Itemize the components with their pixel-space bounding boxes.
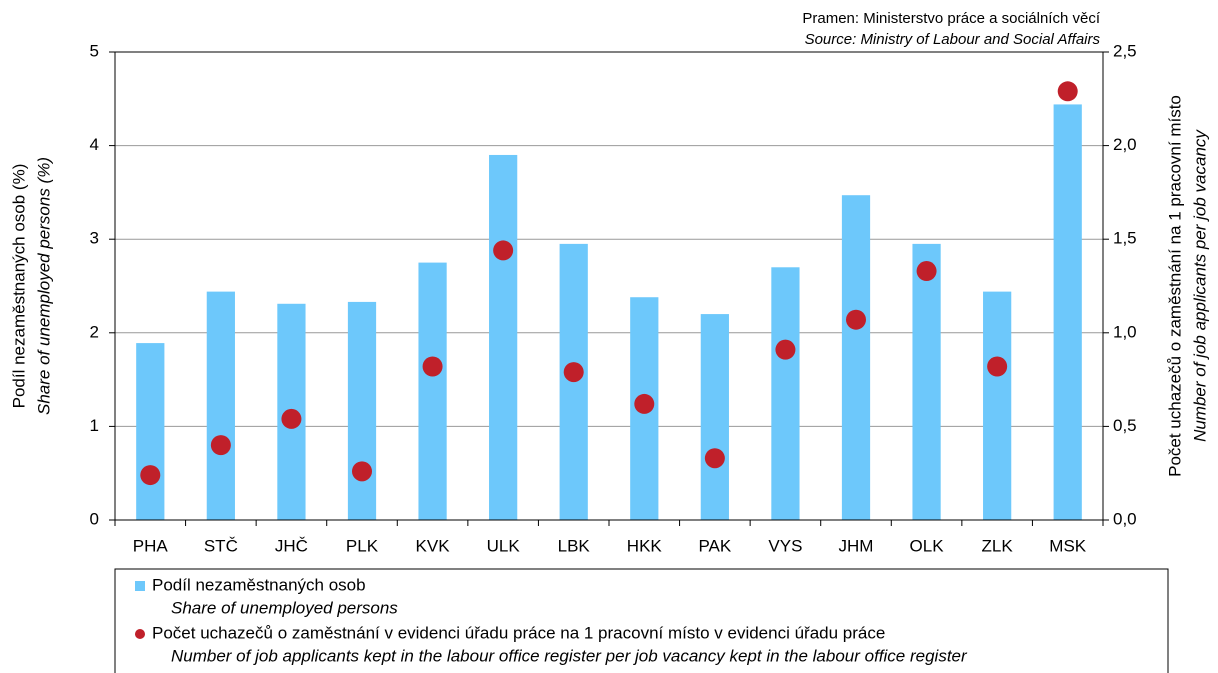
bar <box>489 154 518 520</box>
x-tick-label: STČ <box>204 536 238 555</box>
bar <box>136 343 165 520</box>
y-tick-label: 1 <box>90 416 99 435</box>
y-tick-label: 0 <box>90 509 99 528</box>
dot <box>634 393 655 414</box>
x-tick-label: MSK <box>1049 536 1087 555</box>
dot <box>422 356 443 377</box>
x-tick-label: JHM <box>839 536 874 555</box>
bar <box>912 243 941 520</box>
bar <box>418 262 447 520</box>
legend-label-en: Number of job applicants kept in the lab… <box>171 646 968 665</box>
x-tick-label: OLK <box>910 536 945 555</box>
y2-tick-label: 0,0 <box>1113 509 1137 528</box>
y2-axis-label: Počet uchazečů o zaměstnání na 1 pracovn… <box>1165 95 1184 477</box>
bar <box>347 301 377 520</box>
x-tick-label: ULK <box>487 536 521 555</box>
x-tick-label: PAK <box>698 536 731 555</box>
dot <box>281 408 302 429</box>
legend-box <box>114 568 1169 673</box>
y-tick-label: 5 <box>90 41 99 60</box>
y-tick-label: 4 <box>90 135 99 154</box>
dot <box>563 362 584 383</box>
y2-tick-label: 1,5 <box>1113 229 1137 248</box>
y2-tick-label: 2,5 <box>1113 41 1137 60</box>
y-axis-label-en: Share of unemployed persons (%) <box>34 157 53 415</box>
y-tick-label: 2 <box>90 322 99 341</box>
dot <box>987 356 1008 377</box>
legend-swatch <box>135 629 145 639</box>
x-tick-label: ZLK <box>982 536 1014 555</box>
dot <box>916 261 937 282</box>
legend-label: Podíl nezaměstnaných osob <box>152 575 366 594</box>
x-tick-label: VYS <box>768 536 802 555</box>
legend-label-en: Share of unemployed persons <box>171 598 398 617</box>
dot <box>1057 81 1078 102</box>
source: Pramen: Ministerstvo práce a sociálních … <box>802 10 1100 27</box>
bar <box>1053 104 1082 520</box>
dot <box>493 240 514 261</box>
y2-tick-label: 2,0 <box>1113 135 1137 154</box>
dot <box>140 465 161 486</box>
bar <box>700 314 729 520</box>
x-tick-label: HKK <box>627 536 663 555</box>
dot <box>775 339 796 360</box>
x-tick-label: PLK <box>346 536 379 555</box>
y2-tick-label: 1,0 <box>1113 322 1137 341</box>
dot <box>704 448 725 469</box>
bar <box>206 291 235 520</box>
legend-label: Počet uchazečů o zaměstnání v evidenci ú… <box>152 623 885 642</box>
dot <box>846 309 866 330</box>
dot <box>352 461 372 482</box>
bar <box>983 291 1012 520</box>
plot-frame <box>114 51 1104 521</box>
source-en: Source: Ministry of Labour and Social Af… <box>805 31 1101 48</box>
y2-axis-label-en: Number of job applicants per job vacancy <box>1190 129 1209 442</box>
x-tick-label: JHČ <box>275 536 308 555</box>
y2-tick-label: 0,5 <box>1113 416 1137 435</box>
x-tick-label: PHA <box>133 536 169 555</box>
x-tick-label: KVK <box>416 536 451 555</box>
x-tick-label: LBK <box>558 536 591 555</box>
y-axis-label: Podíl nezaměstnaných osob (%) <box>9 164 28 409</box>
legend-swatch <box>135 581 145 591</box>
bar <box>771 267 800 520</box>
dot <box>210 435 231 456</box>
bar <box>841 195 871 520</box>
y-tick-label: 3 <box>90 229 99 248</box>
